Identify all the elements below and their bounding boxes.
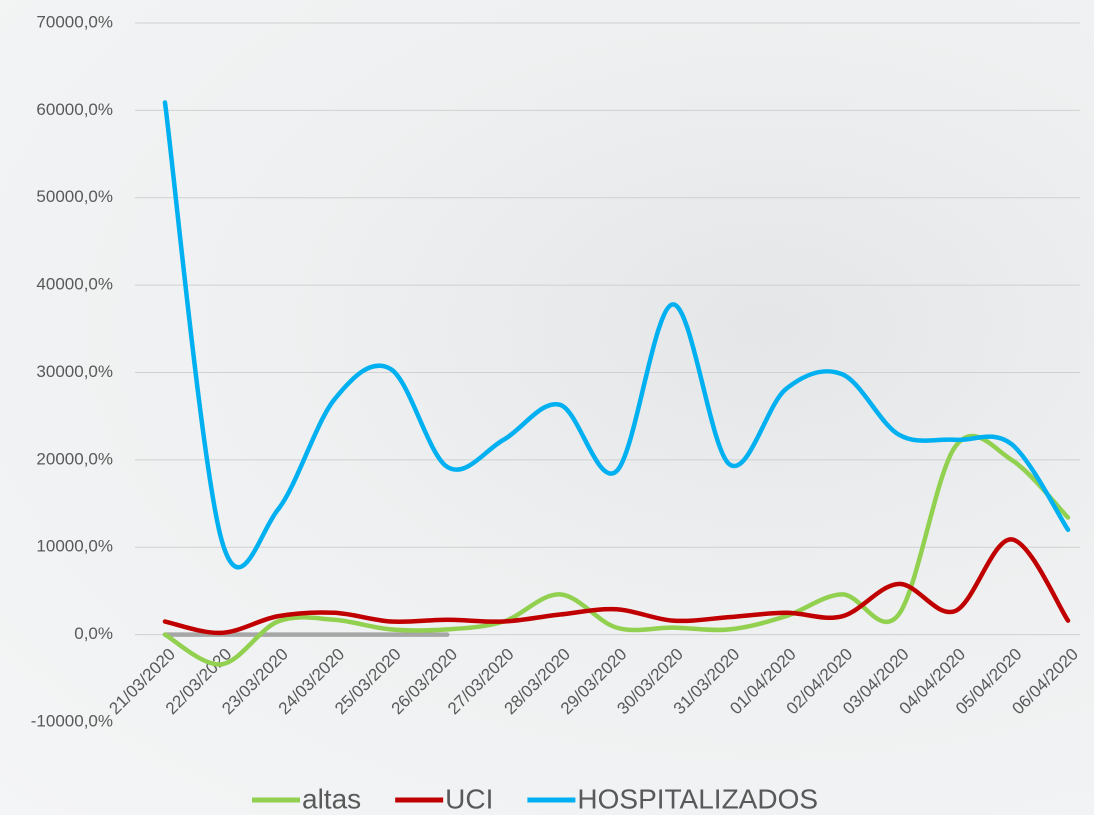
y-tick-label: -10000,0%: [31, 711, 113, 730]
y-tick-label: 40000,0%: [36, 275, 113, 294]
y-tick-label: 20000,0%: [36, 449, 113, 468]
y-tick-label: 70000,0%: [36, 12, 113, 31]
chart: -10000,0% 0,0% 10000,0% 20000,0% 30000,0% 400…: [0, 0, 1094, 815]
legend-label: altas: [302, 783, 361, 814]
y-tick-label: 60000,0%: [36, 100, 113, 119]
y-tick-label: 10000,0%: [36, 537, 113, 556]
legend-label: HOSPITALIZADOS: [577, 783, 818, 814]
y-tick-label: 0,0%: [74, 624, 113, 643]
y-tick-label: 30000,0%: [36, 362, 113, 381]
legend-label: UCI: [445, 783, 493, 814]
data-line: [165, 103, 1068, 568]
y-tick-label: 50000,0%: [36, 187, 113, 206]
